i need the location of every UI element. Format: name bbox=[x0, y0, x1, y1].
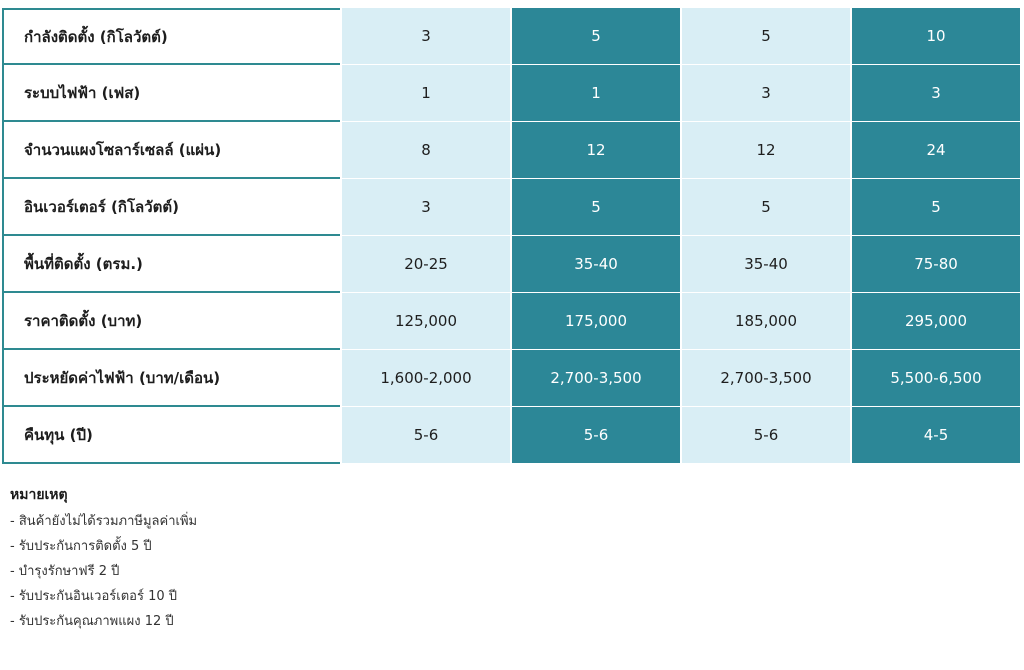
value-cell: 4-5 bbox=[852, 407, 1020, 464]
value-cell: 10 bbox=[852, 8, 1020, 65]
value-cell: 3 bbox=[342, 8, 510, 65]
value-cell: 12 bbox=[512, 122, 680, 179]
note-item: รับประกันการติดตั้ง 5 ปี bbox=[10, 534, 197, 559]
row-label: พื้นที่ติดตั้ง (ตรม.) bbox=[2, 236, 340, 293]
value-cell: 185,000 bbox=[682, 293, 850, 350]
value-cell: 2,700-3,500 bbox=[682, 350, 850, 407]
value-cell: 75-80 bbox=[852, 236, 1020, 293]
note-item: รับประกันคุณภาพแผง 12 ปี bbox=[10, 609, 197, 634]
value-cell: 35-40 bbox=[512, 236, 680, 293]
value-cell: 3 bbox=[342, 179, 510, 236]
value-cell: 5 bbox=[512, 179, 680, 236]
notes-title: หมายเหตุ bbox=[10, 487, 68, 503]
note-item: รับประกันอินเวอร์เตอร์ 10 ปี bbox=[10, 584, 197, 609]
value-cell: 12 bbox=[682, 122, 850, 179]
value-cell: 295,000 bbox=[852, 293, 1020, 350]
value-cell: 5-6 bbox=[682, 407, 850, 464]
row-label: กำลังติดตั้ง (กิโลวัตต์) bbox=[2, 8, 340, 65]
note-item: สินค้ายังไม่ได้รวมภาษีมูลค่าเพิ่ม bbox=[10, 509, 197, 534]
value-cell: 5-6 bbox=[342, 407, 510, 464]
row-label: ราคาติดตั้ง (บาท) bbox=[2, 293, 340, 350]
value-cell: 175,000 bbox=[512, 293, 680, 350]
value-cell: 35-40 bbox=[682, 236, 850, 293]
value-cell: 1 bbox=[512, 65, 680, 122]
value-cell: 5 bbox=[512, 8, 680, 65]
value-cell: 5-6 bbox=[512, 407, 680, 464]
row-label: อินเวอร์เตอร์ (กิโลวัตต์) bbox=[2, 179, 340, 236]
notes-list: สินค้ายังไม่ได้รวมภาษีมูลค่าเพิ่ม รับประ… bbox=[10, 509, 197, 634]
value-cell: 8 bbox=[342, 122, 510, 179]
notes-section: หมายเหตุ สินค้ายังไม่ได้รวมภาษีมูลค่าเพิ… bbox=[10, 483, 197, 634]
value-cell: 125,000 bbox=[342, 293, 510, 350]
row-label: ระบบไฟฟ้า (เฟส) bbox=[2, 65, 340, 122]
pricing-table: กำลังติดตั้ง (กิโลวัตต์) 3 5 5 10 ระบบไฟ… bbox=[2, 8, 1022, 464]
value-cell: 5,500-6,500 bbox=[852, 350, 1020, 407]
value-cell: 2,700-3,500 bbox=[512, 350, 680, 407]
value-cell: 20-25 bbox=[342, 236, 510, 293]
row-label: ประหยัดค่าไฟฟ้า (บาท/เดือน) bbox=[2, 350, 340, 407]
value-cell: 5 bbox=[682, 179, 850, 236]
note-item: บำรุงรักษาฟรี 2 ปี bbox=[10, 559, 197, 584]
value-cell: 3 bbox=[682, 65, 850, 122]
value-cell: 1,600-2,000 bbox=[342, 350, 510, 407]
value-cell: 1 bbox=[342, 65, 510, 122]
value-cell: 24 bbox=[852, 122, 1020, 179]
row-label: จำนวนแผงโซลาร์เซลล์ (แผ่น) bbox=[2, 122, 340, 179]
value-cell: 5 bbox=[852, 179, 1020, 236]
value-cell: 5 bbox=[682, 8, 850, 65]
value-cell: 3 bbox=[852, 65, 1020, 122]
row-label: คืนทุน (ปี) bbox=[2, 407, 340, 464]
